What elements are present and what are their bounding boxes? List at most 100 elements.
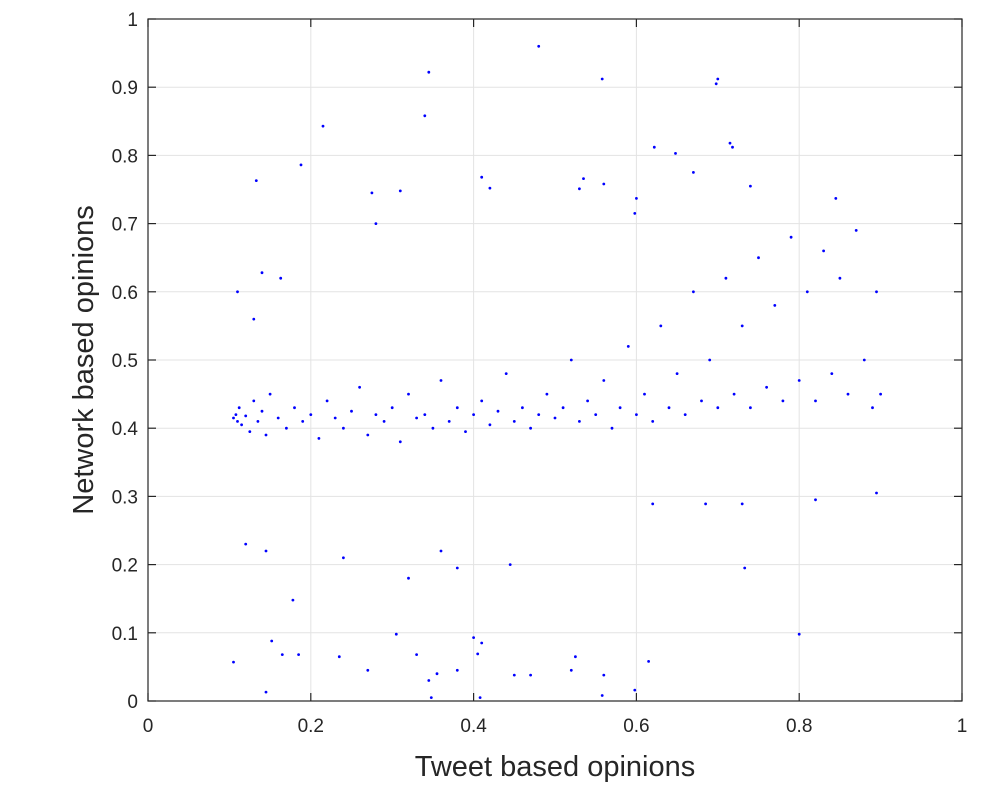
scatter-point [427,679,431,682]
scatter-point [537,44,541,48]
y-tick-label: 0 [127,692,138,713]
scatter-point [618,406,622,410]
scatter-point [875,491,878,495]
scatter-point [508,563,512,566]
scatter-point [268,392,272,396]
scatter-point [537,413,541,416]
x-tick-label: 0.6 [623,716,649,737]
grid-lines [147,18,963,702]
scatter-point [512,420,516,423]
scatter-point [875,290,878,294]
scatter-point [789,235,793,239]
scatter-point [291,598,295,602]
scatter-point [749,184,752,188]
scatter-point [529,673,532,677]
scatter-point [325,399,329,403]
scatter-point [472,636,475,639]
scatter-point [692,290,695,294]
scatter-point [633,688,637,692]
scatter-point [838,276,842,280]
scatter-point [276,416,280,420]
scatter-point [797,379,801,382]
scatter-point [488,186,492,190]
scatter-point [398,440,402,444]
scatter-point [732,392,736,396]
scatter-point [822,249,825,253]
scatter-point [633,212,637,215]
scatter-point [447,420,451,423]
scatter-point [647,660,650,663]
x-axis-ticks: 0 0.2 0.4 0.6 0.8 1 [143,19,967,737]
scatter-point [846,392,850,396]
x-tick-label: 0.2 [298,716,324,737]
scatter-point [600,694,604,697]
scatter-point [236,290,239,294]
y-tick-label: 0.3 [112,487,138,508]
scatter-point [279,276,283,280]
scatter-point [431,426,435,430]
scatter-point [854,229,858,232]
scatter-point [439,549,443,553]
scatter-point [480,399,484,403]
scatter-point [578,187,581,191]
scatter-point [366,433,370,437]
y-tick-label: 0.4 [112,419,139,440]
scatter-point [234,413,238,416]
scatter-point [600,77,604,81]
scatter-point [862,358,866,362]
scatter-point [740,502,744,506]
y-tick-label: 0.8 [112,146,138,167]
scatter-point [342,426,345,430]
scatter-point [683,413,687,416]
scatter-point [309,413,313,416]
scatter-point [301,420,305,423]
scatter-point [439,379,443,382]
scatter-point [692,171,695,174]
scatter-point [472,413,475,416]
scatter-point [704,502,707,506]
y-tick-label: 0.7 [112,215,138,236]
x-axis-label: Tweet based opinions [415,751,696,783]
scatter-point [455,668,459,672]
scatter-point [879,392,882,396]
scatter-point [716,406,720,410]
scatter-point [270,639,274,643]
scatter-point [708,358,712,362]
y-axis-ticks: 0 0.1 0.2 0.3 0.4 0.5 0.6 0.7 0.8 0.9 1 [112,10,962,713]
scatter-point [476,652,480,656]
y-tick-label: 0.5 [112,351,138,372]
x-tick-label: 0.4 [460,716,487,737]
scatter-point [765,385,768,389]
scatter-point [521,406,524,410]
scatter-point [496,409,500,413]
scatter-point [635,197,638,200]
scatter-point [667,406,671,410]
y-tick-label: 0.6 [112,283,138,304]
scatter-point [728,141,732,145]
scatter-point [232,416,235,420]
scatter-point [232,660,235,664]
scatter-point [260,409,264,413]
scatter-point [423,413,427,416]
scatter-point [757,256,760,260]
scatter-point [429,696,433,699]
scatter-point [350,409,353,413]
scatter-point [651,420,655,423]
scatter-point [321,124,325,128]
scatter-point [529,426,532,430]
scatter-point [674,152,677,155]
scatter-point [504,372,508,375]
scatter-point [382,420,386,423]
scatter-point [805,290,809,294]
scatter-point [602,379,606,382]
scatter-point [626,345,630,348]
scatter-point [749,406,752,410]
scatter-point [455,406,459,410]
scatter-point [740,324,744,328]
scatter-point [586,399,589,403]
scatter-point [455,566,459,570]
scatter-point [260,271,264,275]
scatter-point [488,423,492,427]
scatter-point [415,653,418,656]
